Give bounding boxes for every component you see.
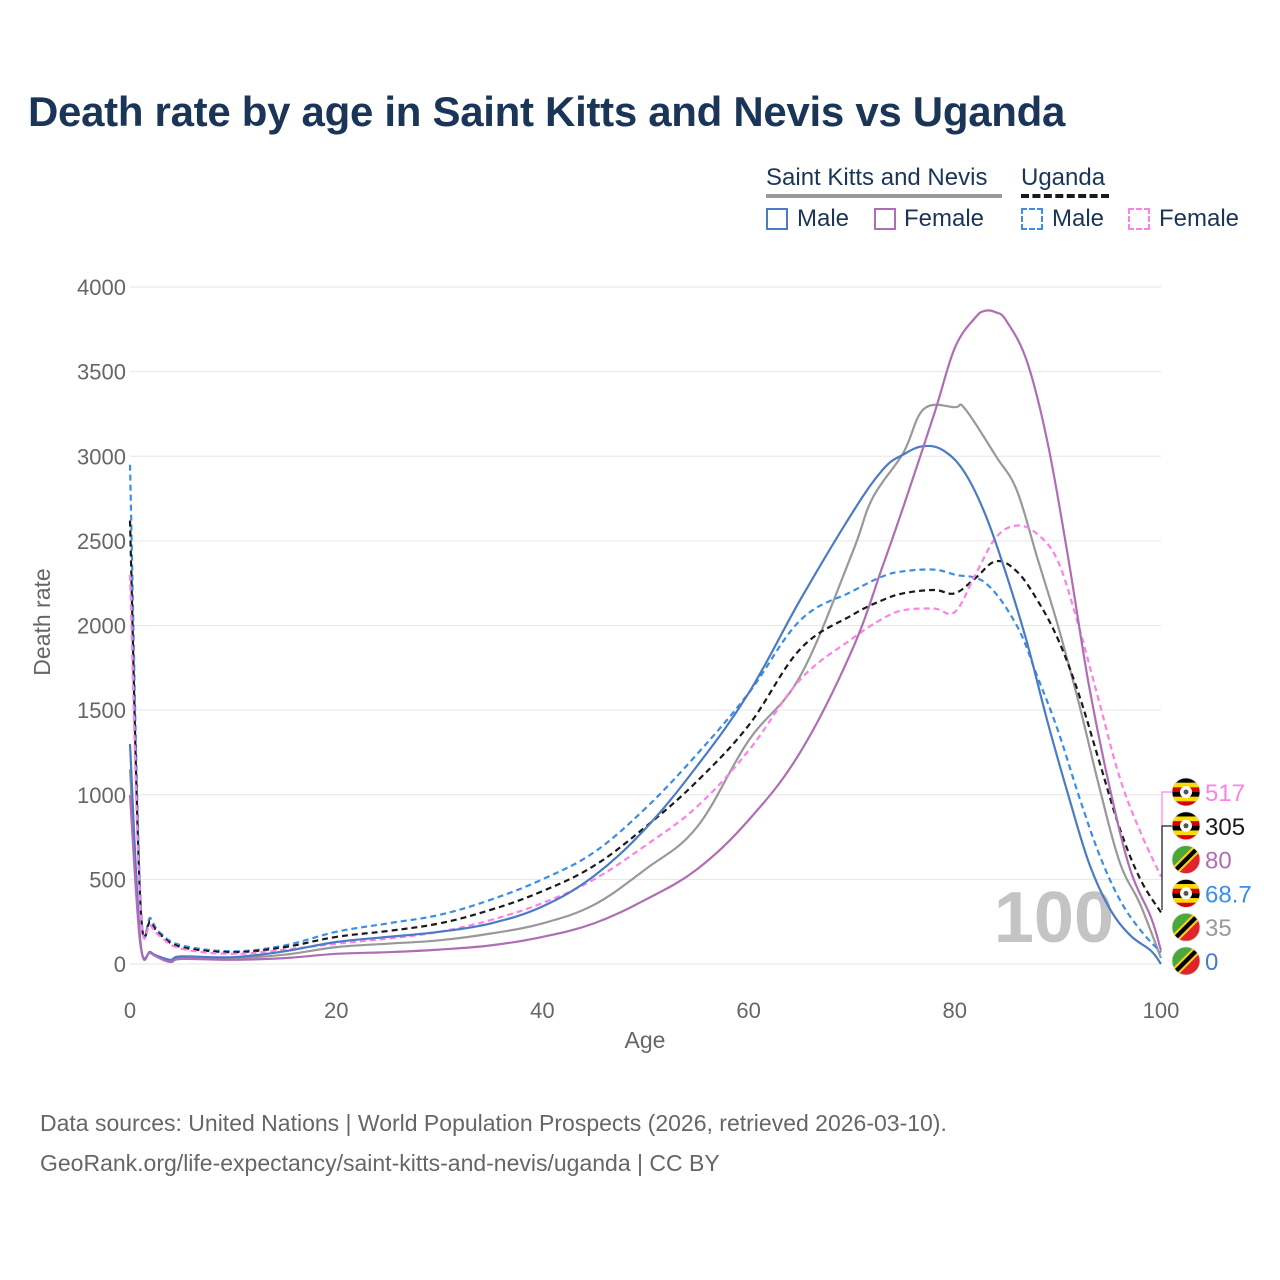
x-tick-label: 20 xyxy=(324,998,348,1023)
x-tick-label: 100 xyxy=(1143,998,1180,1023)
source-line-2[interactable]: GeoRank.org/life-expectancy/saint-kitts-… xyxy=(40,1150,720,1176)
y-tick-label: 500 xyxy=(89,867,126,892)
uganda-flag-icon xyxy=(1171,879,1201,908)
x-tick-label: 60 xyxy=(736,998,760,1023)
legend-label-uga-male: Male xyxy=(1052,205,1105,232)
series-line-skn_female[interactable] xyxy=(128,309,1163,964)
legend-group-saint-kitts-line xyxy=(766,194,1002,198)
y-tick-label: 0 xyxy=(114,952,126,977)
y-axis-label: Death rate xyxy=(29,568,55,675)
uganda-flag-icon xyxy=(1171,777,1201,807)
legend-label-skn-female: Female xyxy=(904,205,985,232)
chart-title: Death rate by age in Saint Kitts and Nev… xyxy=(28,88,1066,135)
end-label-skn_total: 35 xyxy=(1205,915,1232,942)
legend-group-saint-kitts: Saint Kitts and Nevis xyxy=(766,164,988,191)
end-label-uga_total: 305 xyxy=(1205,814,1245,841)
saint-kitts-flag-icon xyxy=(1171,845,1201,874)
saint-kitts-flag-icon xyxy=(1171,912,1201,942)
connector-uga-total xyxy=(1161,825,1173,910)
legend-label-skn-male: Male xyxy=(797,205,850,232)
x-tick-label: 40 xyxy=(530,998,554,1023)
source-line-1: Data sources: United Nations | World Pop… xyxy=(40,1110,947,1136)
legend-group-uganda-line xyxy=(1021,194,1109,198)
end-label-uga_male: 68.7 xyxy=(1205,881,1252,908)
legend-swatch-uga-male[interactable] xyxy=(1021,208,1043,230)
end-label-skn_female: 80 xyxy=(1205,848,1232,875)
y-tick-label: 2000 xyxy=(77,614,126,639)
y-tick-label: 3000 xyxy=(77,444,126,469)
saint-kitts-flag-icon xyxy=(1171,946,1201,976)
legend-group-uganda: Uganda xyxy=(1021,164,1106,191)
end-labels: 517 305 80 68.7 35 0 xyxy=(1161,777,1252,976)
series-line-skn_male[interactable] xyxy=(128,444,1162,965)
y-tick-label: 1500 xyxy=(77,698,126,723)
series-line-uga_female[interactable] xyxy=(128,524,1162,955)
y-tick-label: 1000 xyxy=(77,783,126,808)
y-tick-label: 4000 xyxy=(77,275,126,300)
x-tick-label: 80 xyxy=(943,998,967,1023)
end-label-skn_male: 0 xyxy=(1205,949,1218,976)
y-tick-label: 2500 xyxy=(77,529,126,554)
uganda-flag-icon xyxy=(1171,811,1201,841)
connector-uga-female xyxy=(1161,791,1173,880)
legend-label-uga-female: Female xyxy=(1159,205,1240,232)
legend-swatch-uga-female[interactable] xyxy=(1128,208,1150,230)
x-tick-label: 0 xyxy=(124,998,136,1023)
x-axis-label: Age xyxy=(625,1027,666,1053)
legend-swatch-skn-male[interactable] xyxy=(766,208,788,230)
gridlines xyxy=(130,286,1161,965)
end-label-uga_female: 517 xyxy=(1205,780,1245,807)
x-tick-labels: 0 20 40 60 80 100 xyxy=(124,998,1179,1023)
year-watermark: 100 xyxy=(994,878,1114,958)
y-tick-labels: 0 500 1000 1500 2000 2500 3000 3500 4000 xyxy=(77,275,126,977)
series-lines xyxy=(128,309,1163,965)
y-tick-label: 3500 xyxy=(77,360,126,385)
legend-swatch-skn-female[interactable] xyxy=(874,208,896,230)
